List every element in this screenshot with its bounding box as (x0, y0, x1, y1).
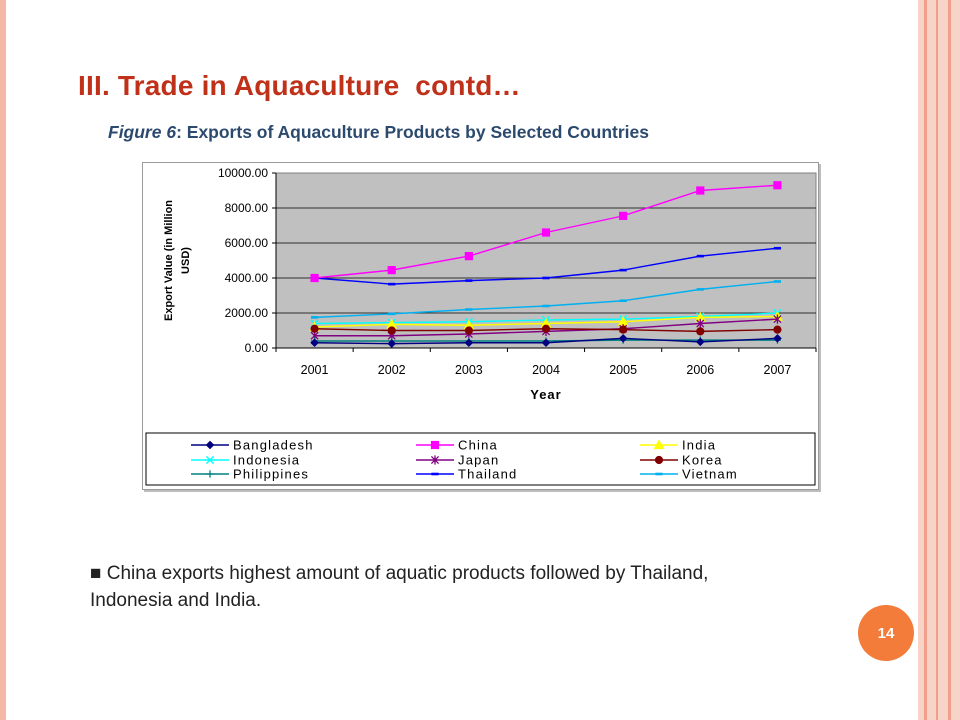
data-point-vietnam (310, 316, 319, 319)
legend-marker-philippines (206, 470, 214, 478)
legend-marker-indonesia (205, 455, 215, 465)
data-point-bangladesh (387, 339, 397, 348)
y-axis-title-line1: Export Value (in Million (163, 200, 175, 321)
x-tick-label: 2003 (455, 363, 483, 377)
page-number-badge: 14 (858, 605, 914, 661)
data-point-thailand (465, 279, 473, 282)
data-point-china (696, 186, 705, 195)
summary-bullet: ■ China exports highest amount of aquati… (90, 563, 709, 611)
legend-marker-china (430, 440, 440, 450)
data-point-japan (773, 314, 782, 324)
legend-label-korea: Korea (682, 453, 723, 468)
data-point-bangladesh (773, 334, 782, 343)
data-point-korea (387, 326, 396, 335)
y-tick-label: 4000.00 (225, 271, 269, 285)
x-tick-label: 2002 (378, 363, 406, 377)
data-point-china (464, 252, 473, 261)
data-point-korea (619, 325, 628, 334)
legend-marker-thailand (431, 472, 439, 476)
legend-label-philippines: Philippines (233, 467, 309, 482)
data-point-vietnam (619, 299, 627, 303)
data-point-korea (773, 325, 782, 334)
legend-marker-india (653, 439, 665, 450)
data-point-korea (464, 326, 473, 335)
legend-label-china: China (458, 438, 498, 453)
data-point-china (773, 181, 782, 190)
legend-label-vietnam: Vietnam (682, 467, 738, 482)
data-point-china (541, 228, 551, 237)
slide-title: III. Trade in Aquaculture contd… (78, 70, 521, 101)
data-point-bangladesh (541, 338, 551, 348)
data-point-vietnam (465, 308, 473, 311)
figure-label: Figure 6 (108, 122, 177, 142)
x-axis-title: Year (530, 387, 561, 402)
data-point-korea (696, 327, 705, 336)
data-point-china (619, 211, 628, 220)
data-point-thailand (619, 268, 627, 272)
data-point-thailand (542, 276, 550, 280)
x-tick-label: 2005 (609, 363, 637, 377)
y-tick-label: 6000.00 (225, 236, 269, 250)
data-point-china (310, 273, 319, 283)
data-point-vietnam (388, 312, 396, 316)
data-point-bangladesh (464, 338, 474, 348)
data-point-korea (310, 324, 319, 333)
y-tick-label: 8000.00 (225, 201, 269, 215)
right-border-decoration (918, 0, 960, 720)
legend-marker-vietnam (655, 472, 663, 476)
y-axis-title-line2: USD) (180, 247, 192, 274)
data-point-vietnam (696, 288, 704, 291)
data-point-thailand (773, 246, 782, 250)
figure-caption: Figure 6: Exports of Aquaculture Product… (108, 122, 649, 143)
legend-label-thailand: Thailand (458, 467, 517, 482)
data-point-bangladesh (695, 337, 705, 347)
y-tick-label: 10000.00 (218, 166, 268, 180)
legend-label-indonesia: Indonesia (233, 453, 300, 468)
legend-box (145, 432, 816, 486)
data-point-china (387, 266, 396, 275)
x-tick-label: 2001 (301, 363, 329, 377)
data-point-japan (696, 318, 705, 329)
legend-marker-bangladesh (205, 440, 215, 450)
legend-marker-japan (430, 455, 440, 465)
data-point-thailand (696, 254, 704, 258)
y-tick-label: 2000.00 (225, 306, 269, 320)
data-point-korea (541, 324, 551, 333)
legend-label-japan: Japan (458, 453, 499, 468)
x-tick-label: 2007 (764, 363, 792, 377)
chart-container: 0.00 2000.00 4000.00 6000.00 8000.00 10000.00… (142, 162, 819, 490)
figure-caption-text: : Exports of Aquaculture Products by Sel… (176, 122, 649, 142)
data-point-thailand (388, 282, 396, 286)
y-tick-label: 0.00 (245, 341, 269, 355)
x-tick-label: 2004 (532, 363, 560, 377)
legend-label-india: India (682, 438, 716, 453)
data-point-bangladesh (618, 334, 628, 343)
data-point-vietnam (773, 280, 782, 283)
legend-marker-korea (654, 455, 664, 465)
x-tick-label: 2006 (686, 363, 714, 377)
data-point-vietnam (542, 304, 550, 308)
data-point-bangladesh (310, 338, 319, 348)
left-border-decoration (0, 0, 6, 720)
legend-label-bangladesh: Bangladesh (233, 438, 314, 453)
line-chart: 0.00 2000.00 4000.00 6000.00 8000.00 10000.00… (145, 166, 817, 486)
